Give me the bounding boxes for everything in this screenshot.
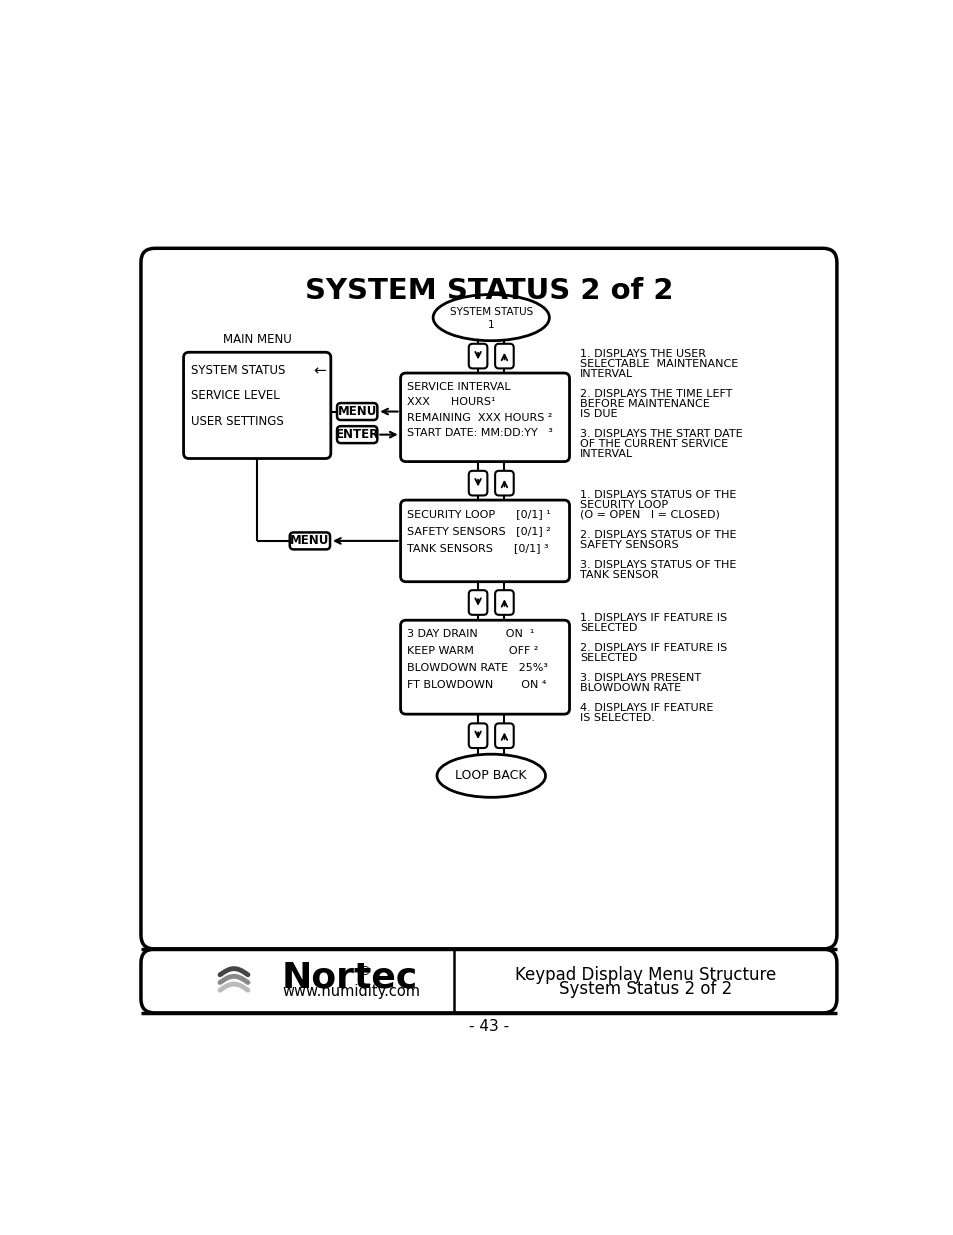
Text: 3 DAY DRAIN        ON  ¹: 3 DAY DRAIN ON ¹ [406,629,534,638]
Text: 3. DISPLAYS STATUS OF THE: 3. DISPLAYS STATUS OF THE [579,559,736,569]
Text: SYSTEM STATUS: SYSTEM STATUS [192,364,285,377]
Ellipse shape [433,294,549,341]
Text: SAFETY SENSORS: SAFETY SENSORS [579,540,679,550]
FancyBboxPatch shape [468,471,487,495]
FancyBboxPatch shape [400,500,569,582]
Text: ®: ® [357,966,370,978]
Text: BLOWDOWN RATE   25%³: BLOWDOWN RATE 25%³ [406,663,547,673]
Text: SAFETY SENSORS   [0/1] ²: SAFETY SENSORS [0/1] ² [406,526,550,536]
Text: MAIN MENU: MAIN MENU [223,333,292,347]
FancyBboxPatch shape [495,471,513,495]
FancyBboxPatch shape [290,532,330,550]
Text: 3. DISPLAYS THE START DATE: 3. DISPLAYS THE START DATE [579,429,742,438]
Text: SELECTED: SELECTED [579,622,638,632]
Text: www.humidity.com: www.humidity.com [282,984,419,999]
Text: XXX      HOURS¹: XXX HOURS¹ [406,398,495,408]
Text: Keypad Display Menu Structure: Keypad Display Menu Structure [515,966,776,984]
Text: START DATE: MM:DD:YY   ³: START DATE: MM:DD:YY ³ [406,429,552,438]
Text: INTERVAL: INTERVAL [579,448,633,459]
FancyBboxPatch shape [495,590,513,615]
Text: 3. DISPLAYS PRESENT: 3. DISPLAYS PRESENT [579,673,700,683]
Text: SELECTED: SELECTED [579,653,638,663]
Text: 1. DISPLAYS THE USER: 1. DISPLAYS THE USER [579,348,705,359]
Text: BEFORE MAINTENANCE: BEFORE MAINTENANCE [579,399,709,409]
Text: 2. DISPLAYS THE TIME LEFT: 2. DISPLAYS THE TIME LEFT [579,389,732,399]
Text: MENU: MENU [337,405,376,417]
Text: OF THE CURRENT SERVICE: OF THE CURRENT SERVICE [579,438,728,448]
Text: 1. DISPLAYS IF FEATURE IS: 1. DISPLAYS IF FEATURE IS [579,613,727,622]
Text: TANK SENSOR: TANK SENSOR [579,569,659,579]
FancyBboxPatch shape [400,620,569,714]
FancyBboxPatch shape [141,248,836,948]
Text: BLOWDOWN RATE: BLOWDOWN RATE [579,683,680,693]
Text: LOOP BACK: LOOP BACK [455,769,526,782]
FancyBboxPatch shape [336,403,377,420]
Text: SECURITY LOOP: SECURITY LOOP [579,500,668,510]
Text: SELECTABLE  MAINTENANCE: SELECTABLE MAINTENANCE [579,359,738,369]
Text: ENTER: ENTER [335,429,378,441]
Text: IS SELECTED.: IS SELECTED. [579,713,655,722]
FancyBboxPatch shape [468,724,487,748]
FancyBboxPatch shape [468,590,487,615]
Text: IS DUE: IS DUE [579,409,618,419]
FancyBboxPatch shape [495,343,513,368]
Text: Nortec: Nortec [282,961,417,995]
Text: USER SETTINGS: USER SETTINGS [192,415,284,429]
Text: (O = OPEN   I = CLOSED): (O = OPEN I = CLOSED) [579,510,720,520]
Ellipse shape [436,755,545,798]
Text: System Status 2 of 2: System Status 2 of 2 [558,979,731,998]
Text: KEEP WARM          OFF ²: KEEP WARM OFF ² [406,646,537,656]
Text: - 43 -: - 43 - [468,1019,509,1034]
FancyBboxPatch shape [183,352,331,458]
Text: MENU: MENU [290,535,329,547]
FancyBboxPatch shape [468,343,487,368]
Text: ←: ← [314,363,326,378]
Text: REMAINING  XXX HOURS ²: REMAINING XXX HOURS ² [406,412,552,422]
Text: SERVICE LEVEL: SERVICE LEVEL [192,389,280,401]
Text: FT BLOWDOWN        ON ⁴: FT BLOWDOWN ON ⁴ [406,680,545,690]
Text: 2. DISPLAYS IF FEATURE IS: 2. DISPLAYS IF FEATURE IS [579,643,727,653]
Text: SERVICE INTERVAL: SERVICE INTERVAL [406,382,510,391]
FancyBboxPatch shape [495,724,513,748]
Text: SYSTEM STATUS 2 of 2: SYSTEM STATUS 2 of 2 [304,277,673,305]
Text: 1. DISPLAYS STATUS OF THE: 1. DISPLAYS STATUS OF THE [579,490,736,500]
Text: TANK SENSORS      [0/1] ³: TANK SENSORS [0/1] ³ [406,543,548,553]
Text: SYSTEM STATUS: SYSTEM STATUS [449,308,533,317]
FancyBboxPatch shape [141,948,836,1013]
Text: 4. DISPLAYS IF FEATURE: 4. DISPLAYS IF FEATURE [579,703,713,713]
FancyBboxPatch shape [400,373,569,462]
Text: SECURITY LOOP      [0/1] ¹: SECURITY LOOP [0/1] ¹ [406,509,550,519]
Text: 1: 1 [487,320,494,330]
Text: INTERVAL: INTERVAL [579,369,633,379]
Text: 2. DISPLAYS STATUS OF THE: 2. DISPLAYS STATUS OF THE [579,530,736,540]
FancyBboxPatch shape [336,426,377,443]
